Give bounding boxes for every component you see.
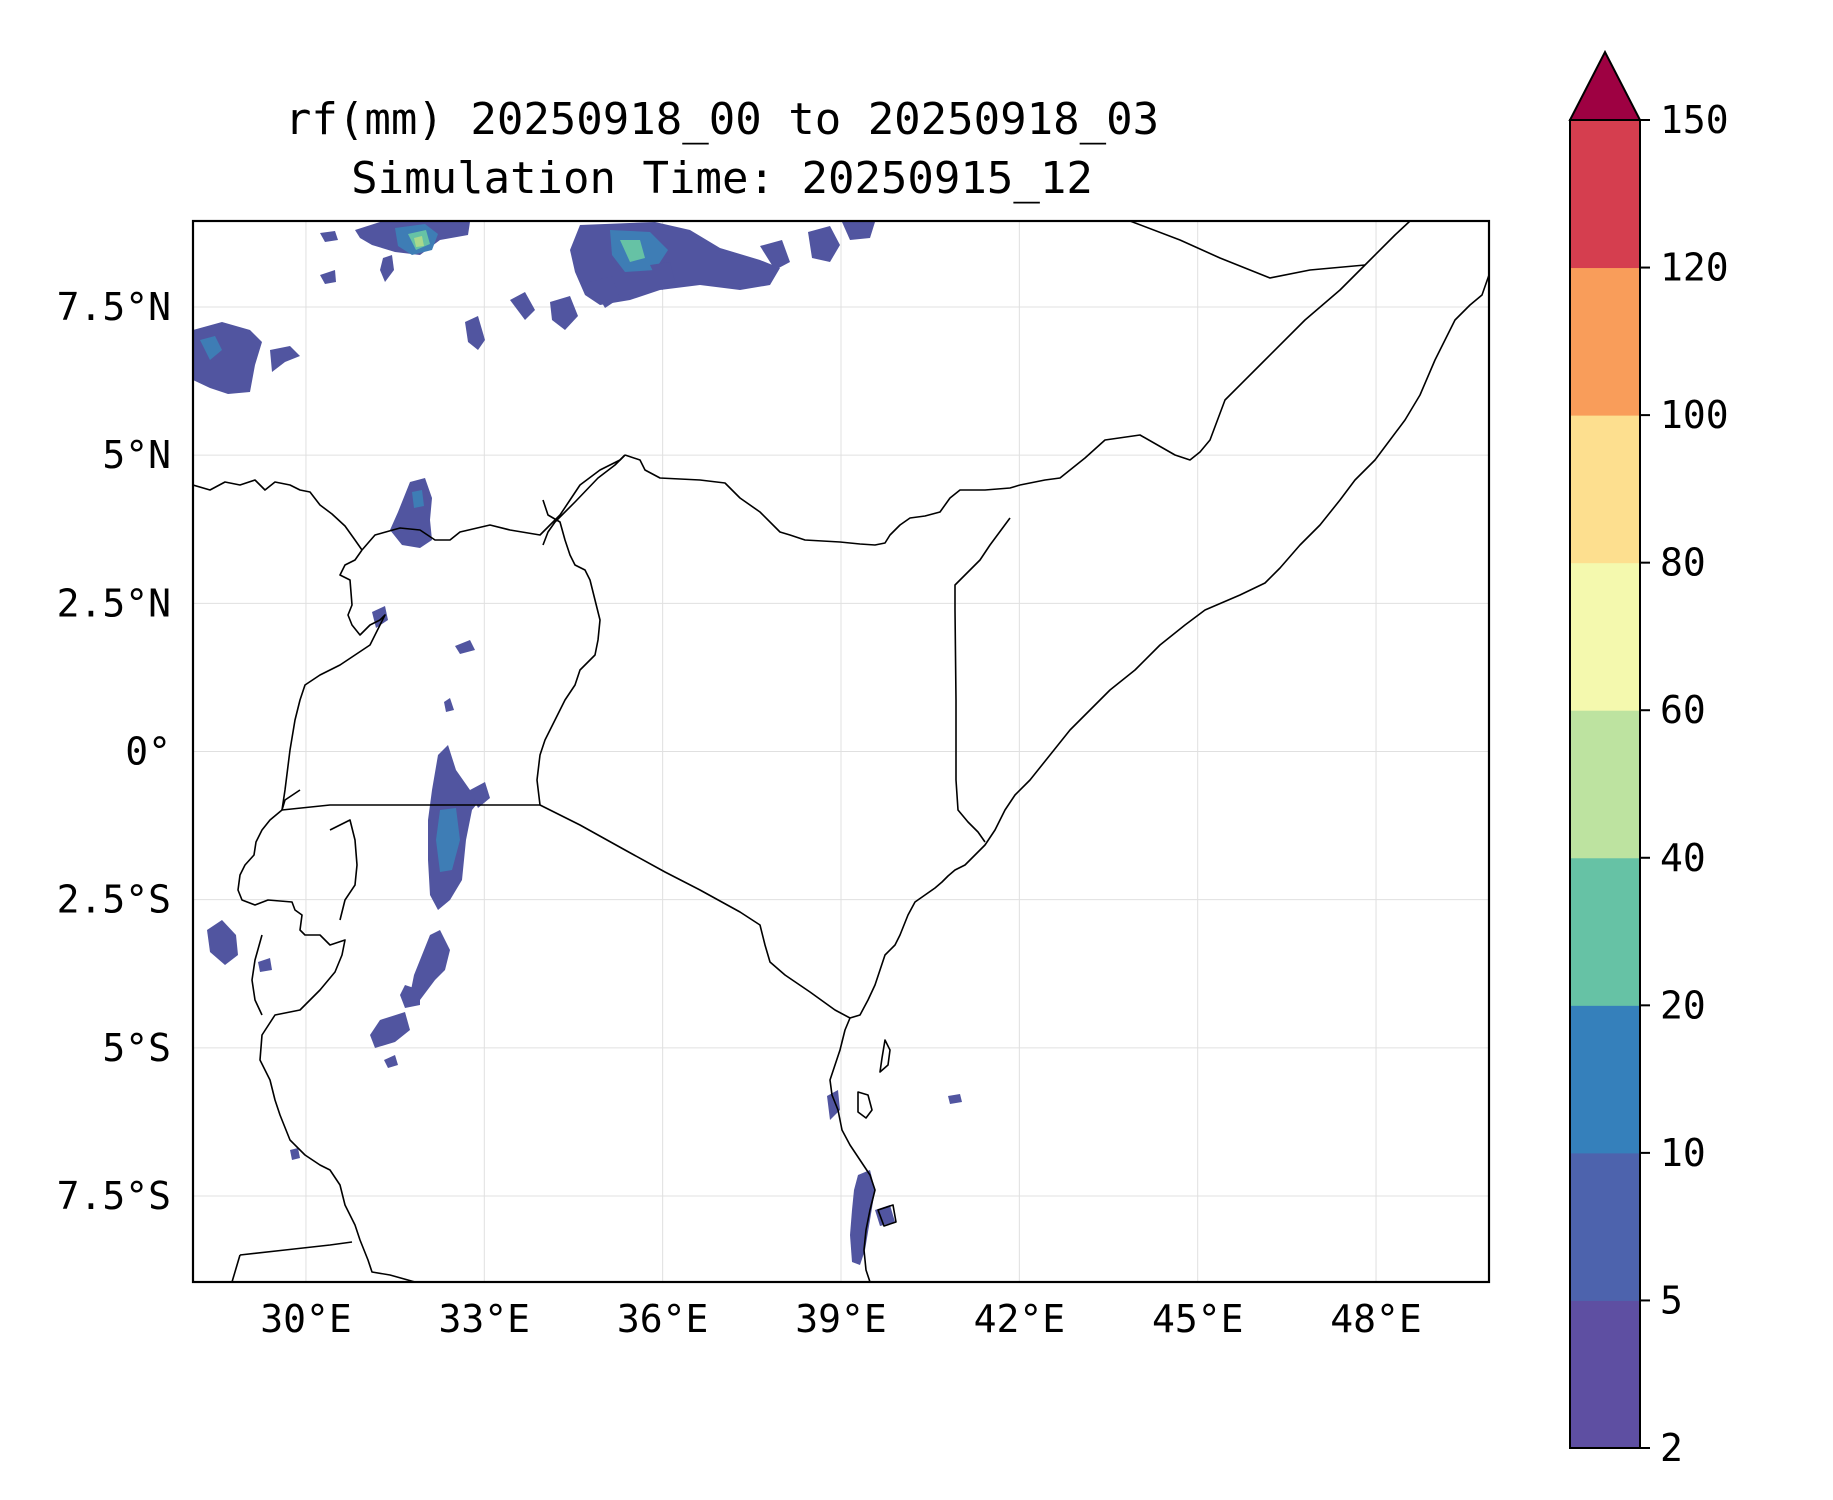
rain-patch <box>207 920 238 965</box>
border-line <box>542 454 626 546</box>
rain-patch <box>760 240 790 270</box>
rain-patch <box>384 1055 398 1068</box>
rain-patch <box>510 292 535 320</box>
lon-tick-label: 48°E <box>1330 1297 1422 1341</box>
lon-tick-label: 39°E <box>795 1297 887 1341</box>
map-title-line-1: rf(mm) 20250918_00 to 20250918_03 <box>284 94 1160 145</box>
border-line <box>329 819 358 921</box>
border-line <box>281 549 386 811</box>
lat-tick-label: 7.5°N <box>57 285 171 329</box>
colorbar-tick-label: 20 <box>1660 983 1706 1027</box>
rain-patch <box>412 490 424 508</box>
rain-patch <box>370 1012 410 1048</box>
colorbar-segment <box>1570 1152 1640 1301</box>
border-line <box>539 804 851 1019</box>
lon-tick-label: 33°E <box>439 1297 531 1341</box>
rain-patch <box>465 316 485 350</box>
colorbar-tick-label: 2 <box>1660 1426 1683 1470</box>
rain-patch <box>320 270 336 284</box>
lat-tick-label: 2.5°N <box>57 581 171 625</box>
colorbar-tick-label: 100 <box>1660 393 1729 437</box>
lon-tick-label: 42°E <box>974 1297 1066 1341</box>
rain-patch <box>320 231 338 242</box>
border-line <box>281 789 301 811</box>
colorbar-segment <box>1570 857 1640 1006</box>
colorbar: 2 5 10 20 40 60 80 100 120 150 <box>1568 49 1729 1470</box>
colorbar-tick-label: 120 <box>1660 246 1729 290</box>
coastline <box>877 1204 897 1227</box>
rain-patch <box>827 1090 840 1120</box>
rain-patch <box>414 236 424 247</box>
rain-patch <box>258 958 272 972</box>
lat-tick-label: 0° <box>125 730 171 774</box>
colorbar-segment <box>1570 1300 1640 1449</box>
rain-patch <box>850 1170 875 1265</box>
rain-patch <box>410 930 450 1000</box>
border-line <box>231 1254 241 1282</box>
border-line <box>237 809 416 1282</box>
lat-tick-label: 2.5°S <box>57 878 171 922</box>
rain-patch <box>200 336 222 360</box>
border-line <box>954 517 1011 843</box>
coastline <box>829 274 1489 1282</box>
colorbar-tick-label: 150 <box>1660 98 1729 142</box>
coastline <box>857 1091 873 1119</box>
lon-tick-label: 45°E <box>1152 1297 1244 1341</box>
rain-patch <box>650 262 675 290</box>
map-frame <box>191 219 1491 1284</box>
colorbar-tick-label: 5 <box>1660 1278 1683 1322</box>
lon-tick-label: 30°E <box>260 1297 352 1341</box>
map-axis-ticks: 30°E 33°E 36°E 39°E 42°E 45°E 48°E 7.5°N 5°N 2.5°… <box>57 285 1422 1341</box>
rain-patch <box>400 985 420 1008</box>
rain-patch <box>436 808 460 872</box>
colorbar-segment <box>1570 1005 1640 1154</box>
colorbar-tick-label: 60 <box>1660 688 1706 732</box>
border-line <box>361 454 626 551</box>
rain-patch <box>550 296 578 330</box>
rain-patch <box>470 782 490 808</box>
rain-patch <box>290 1148 300 1160</box>
border-line <box>281 804 540 811</box>
colorbar-tick-label: 40 <box>1660 836 1706 880</box>
rain-patch <box>620 240 645 262</box>
border-line <box>251 934 263 1016</box>
colorbar-segment <box>1570 562 1640 711</box>
rain-patch <box>948 1094 962 1104</box>
colorbar-extend-arrow <box>1568 49 1642 121</box>
colorbar-frame <box>1569 119 1641 1449</box>
rain-patch <box>455 640 475 654</box>
lat-tick-label: 5°N <box>102 433 171 477</box>
rain-patch <box>875 1205 895 1226</box>
rain-patch <box>808 226 840 262</box>
lat-tick-label: 7.5°S <box>57 1174 171 1218</box>
border-line <box>1129 221 1366 279</box>
colorbar-segment <box>1570 267 1640 416</box>
country-borders <box>193 221 1489 1282</box>
border-line <box>536 499 601 806</box>
colorbar-tick-label: 80 <box>1660 541 1706 585</box>
border-line <box>193 479 363 551</box>
colorbar-tick-label: 10 <box>1660 1131 1706 1175</box>
rain-patch <box>590 276 620 308</box>
map-title-line-2: Simulation Time: 20250915_12 <box>351 153 1093 204</box>
lon-tick-label: 36°E <box>617 1297 709 1341</box>
colorbar-segment <box>1570 415 1640 564</box>
rainfall-patches <box>193 222 962 1265</box>
rain-patch <box>842 222 875 240</box>
colorbar-segment <box>1570 120 1640 269</box>
colorbar-segment <box>1570 710 1640 859</box>
border-line <box>1019 221 1411 486</box>
rain-patch <box>270 346 300 372</box>
border-line <box>624 454 1021 546</box>
border-line <box>239 1241 353 1256</box>
lat-tick-label: 5°S <box>102 1026 171 1070</box>
rain-patch <box>444 698 454 712</box>
rain-patch <box>380 255 394 282</box>
coastline <box>879 1039 891 1073</box>
